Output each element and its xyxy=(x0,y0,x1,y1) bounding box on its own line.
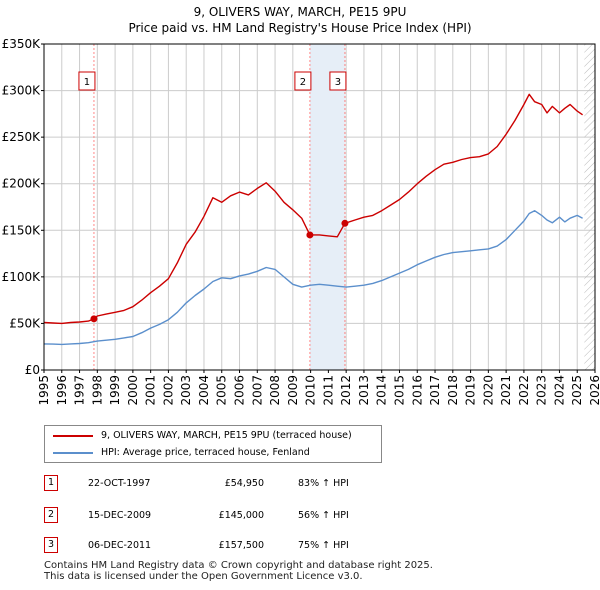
transaction-date: 15-DEC-2009 xyxy=(88,510,152,521)
x-tick-label: 1998 xyxy=(90,375,104,406)
transaction-hpi-change: 75% ↑ HPI xyxy=(298,540,349,551)
transaction-number: 3 xyxy=(44,537,58,553)
x-tick-label: 2015 xyxy=(392,375,406,406)
x-tick-label: 2012 xyxy=(339,375,353,406)
x-tick-label: 2008 xyxy=(268,375,282,406)
price-chart: 1 2 3 £0 £50K £100K £150K £200K £250K £300K £350K… xyxy=(2,37,600,406)
x-tick-label: 2010 xyxy=(304,375,318,406)
sale-points xyxy=(90,219,349,323)
series-line-hpi xyxy=(43,210,583,346)
x-tick-label: 2000 xyxy=(126,375,140,406)
x-tick-label: 2005 xyxy=(215,375,229,406)
y-tick-label: £0 xyxy=(25,363,40,377)
x-tick-label: 2024 xyxy=(552,375,566,406)
sale-labels: 1 2 3 xyxy=(78,71,347,91)
x-tick-label: 1997 xyxy=(73,375,87,406)
y-tick-label: £350K xyxy=(2,37,42,51)
footer-attribution: Contains HM Land Registry data © Crown c… xyxy=(44,560,433,582)
sale-label-text: 2 xyxy=(300,77,306,88)
legend-swatch-property xyxy=(53,435,93,437)
x-tick-label: 2002 xyxy=(161,375,175,406)
y-tick-label: £150K xyxy=(2,223,42,237)
future-hatch-region xyxy=(584,44,595,370)
y-tick-label: £100K xyxy=(2,270,42,284)
x-tick-label: 2001 xyxy=(144,375,158,406)
series-lines xyxy=(43,93,583,346)
sale-period-shade xyxy=(309,44,345,370)
sale-period-shading xyxy=(309,44,345,370)
y-axis-ticks: £0 £50K £100K £150K £200K £250K £300K £350K xyxy=(2,37,44,377)
sale-marker-lines xyxy=(93,44,346,370)
transaction-date: 06-DEC-2011 xyxy=(88,540,152,551)
sale-label-text: 3 xyxy=(335,77,341,88)
legend: 9, OLIVERS WAY, MARCH, PE15 9PU (terrace… xyxy=(44,425,382,463)
transaction-number: 1 xyxy=(44,475,58,491)
x-tick-label: 2009 xyxy=(286,375,300,406)
y-tick-label: £200K xyxy=(2,177,42,191)
x-tick-label: 2022 xyxy=(517,375,531,406)
x-tick-label: 2004 xyxy=(197,375,211,406)
y-tick-label: £250K xyxy=(2,130,42,144)
transaction-price: £157,500 xyxy=(218,540,264,551)
chart-title-line-1: 9, OLIVERS WAY, MARCH, PE15 9PU xyxy=(193,5,407,19)
x-tick-label: 2006 xyxy=(233,375,247,406)
chart-title-line-2: Price paid vs. HM Land Registry's House … xyxy=(128,21,472,35)
x-tick-label: 2007 xyxy=(250,375,264,406)
x-tick-label: 2025 xyxy=(570,375,584,406)
sale-label-box xyxy=(329,71,347,91)
x-tick-label: 2014 xyxy=(375,375,389,406)
transaction-number: 2 xyxy=(44,507,58,523)
sale-label-box xyxy=(78,71,96,91)
transaction-hpi-change: 56% ↑ HPI xyxy=(298,510,349,521)
x-tick-label: 2026 xyxy=(588,375,600,406)
plot-border xyxy=(43,43,596,371)
x-tick-label: 1995 xyxy=(37,375,51,406)
sale-point xyxy=(90,315,98,323)
x-tick-label: 2018 xyxy=(446,375,460,406)
footer-line-1: Contains HM Land Registry data © Crown c… xyxy=(44,560,433,571)
x-tick-label: 2019 xyxy=(464,375,478,406)
x-tick-label: 1999 xyxy=(108,375,122,406)
x-tick-label: 2003 xyxy=(179,375,193,406)
transaction-price: £145,000 xyxy=(218,510,264,521)
legend-swatch-hpi xyxy=(53,452,93,454)
future-hatch xyxy=(584,44,595,370)
transaction-hpi-change: 83% ↑ HPI xyxy=(298,478,349,489)
legend-label-hpi: HPI: Average price, terraced house, Fenl… xyxy=(101,447,310,458)
series-line-property xyxy=(43,93,583,325)
sale-point xyxy=(306,231,314,239)
transaction-date: 22-OCT-1997 xyxy=(88,478,151,489)
x-tick-label: 2011 xyxy=(321,375,335,406)
y-tick-label: £50K xyxy=(9,316,41,330)
x-tick-label: 2016 xyxy=(410,375,424,406)
x-tick-label: 2013 xyxy=(357,375,371,406)
sale-point xyxy=(341,219,349,227)
x-tick-label: 1996 xyxy=(55,375,69,406)
chart-title: 9, OLIVERS WAY, MARCH, PE15 9PU Price pa… xyxy=(0,4,600,36)
footer-line-2: This data is licensed under the Open Gov… xyxy=(44,571,363,582)
x-tick-label: 2023 xyxy=(535,375,549,406)
x-tick-label: 2020 xyxy=(481,375,495,406)
x-tick-label: 2021 xyxy=(499,375,513,406)
x-axis-ticks: 1995 1996 1997 1998 1999 2000 2001 2002 2003 2004… xyxy=(37,370,600,406)
transaction-price: £54,950 xyxy=(224,478,264,489)
legend-label-property: 9, OLIVERS WAY, MARCH, PE15 9PU (terrace… xyxy=(101,430,352,441)
sale-label-text: 1 xyxy=(84,77,90,88)
x-tick-label: 2017 xyxy=(428,375,442,406)
sale-label-box xyxy=(294,71,312,91)
y-tick-label: £300K xyxy=(2,84,42,98)
